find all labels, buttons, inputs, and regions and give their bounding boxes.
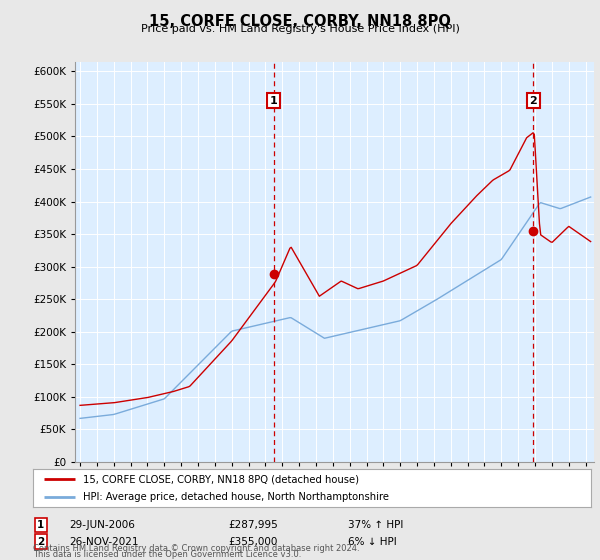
Text: This data is licensed under the Open Government Licence v3.0.: This data is licensed under the Open Gov… — [33, 550, 301, 559]
Text: 1: 1 — [270, 96, 278, 106]
Text: 26-NOV-2021: 26-NOV-2021 — [69, 536, 139, 547]
Text: HPI: Average price, detached house, North Northamptonshire: HPI: Average price, detached house, Nort… — [83, 492, 389, 502]
Text: Contains HM Land Registry data © Crown copyright and database right 2024.: Contains HM Land Registry data © Crown c… — [33, 544, 359, 553]
Text: £287,995: £287,995 — [228, 520, 278, 530]
Text: 15, CORFE CLOSE, CORBY, NN18 8PQ (detached house): 15, CORFE CLOSE, CORBY, NN18 8PQ (detach… — [83, 474, 359, 484]
Text: 2: 2 — [529, 96, 537, 106]
Text: 6% ↓ HPI: 6% ↓ HPI — [348, 536, 397, 547]
Text: 29-JUN-2006: 29-JUN-2006 — [69, 520, 135, 530]
Text: 2: 2 — [37, 536, 44, 547]
Text: 37% ↑ HPI: 37% ↑ HPI — [348, 520, 403, 530]
Text: 15, CORFE CLOSE, CORBY, NN18 8PQ: 15, CORFE CLOSE, CORBY, NN18 8PQ — [149, 14, 451, 29]
Text: £355,000: £355,000 — [228, 536, 277, 547]
Text: Price paid vs. HM Land Registry's House Price Index (HPI): Price paid vs. HM Land Registry's House … — [140, 24, 460, 34]
Text: 1: 1 — [37, 520, 44, 530]
